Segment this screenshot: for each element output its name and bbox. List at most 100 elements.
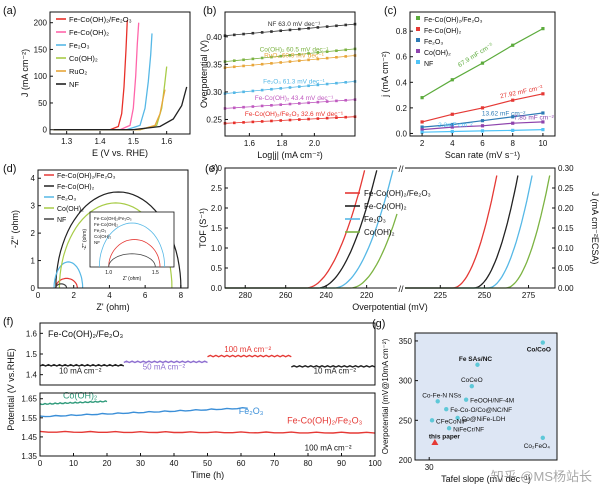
panel-b-ytick-label: 0.35 [206, 60, 222, 69]
data-point [288, 53, 292, 57]
panel-d: (d) 0 2 4 6 8 0 1 2 3 4 Z' (ohm) -Z'' (ohm) Fe-Co(OH)… [3, 163, 189, 312]
panel-g: (g) Co/CoO Fe SAs/NC CoCeO Co-Fe-N NSs FeOOH/… [372, 318, 558, 484]
inset-legend-entry: Co(OH)₂ [94, 234, 111, 239]
panel-label: (f) [3, 316, 13, 328]
nyquist-arc-NF [55, 283, 68, 288]
point-label: CFeCoNiP [436, 418, 467, 425]
panel-d-ytick-label: 0 [31, 284, 36, 293]
data-point [270, 62, 273, 65]
point-label: this paper [429, 434, 461, 441]
series-label: 13.62 mF cm⁻² [482, 111, 526, 118]
y-axis-label: Overpotential (mV@10mA cm⁻²) [381, 338, 390, 454]
legend-swatch [416, 16, 420, 20]
panel-f-top-ytick-label: 1.4 [26, 371, 38, 380]
series-label: Co(OH)₂ 60.5 mV dec⁻¹ [260, 46, 330, 53]
data-point [270, 55, 273, 59]
data-point [469, 383, 474, 389]
nyquist-arc-Fe-Co(OH)₂/Fe₂O₃ [55, 277, 78, 288]
data-point [251, 105, 255, 108]
data-point [242, 32, 245, 36]
data-point [335, 81, 338, 85]
y-axis-label: J (mA cm⁻²) [20, 49, 30, 97]
data-point [279, 54, 283, 58]
panel-b-xtick-label: 2.0 [309, 139, 321, 148]
inset-arc [108, 253, 156, 268]
data-point [307, 101, 310, 105]
panel-e-right-ytick-label: 0.00 [558, 284, 574, 293]
panel-d-xtick-label: 6 [143, 291, 148, 300]
subplot-title: Fe-Co(OH)₂/Fe₂O₃ [48, 329, 123, 339]
panel-c-xtick-label: 2 [420, 139, 425, 148]
point-label: Co-Fe-N NSs [422, 392, 462, 399]
stability-series-Fe-Co(OH)₂/Fe₂O₃ [39, 430, 376, 434]
legend-entry: Fe₂O₃ [69, 41, 90, 50]
panel-g-background [415, 333, 557, 460]
data-point [325, 25, 329, 28]
panel-g-frame [414, 332, 558, 461]
panel-d-ytick-label: 4 [31, 174, 36, 183]
series-label: 7.85 mF cm⁻² [514, 114, 555, 121]
stability-series-Co(OH)₂ [39, 400, 108, 406]
step-label: 10 mA cm⁻² [314, 367, 357, 376]
point-label: CoCeO [461, 377, 483, 384]
panel-label: (c) [384, 5, 397, 17]
legend-entry: Fe₂O₃ [424, 39, 443, 46]
data-point [279, 29, 283, 33]
panel-e-left-ytick-label: 3.0 [211, 164, 223, 173]
series-label: NF 63.0 mV dec⁻¹ [268, 21, 321, 28]
data-point [279, 87, 283, 90]
panel-f-xtick-label: 0 [38, 459, 43, 468]
series-label: 67.9 mF cm⁻² [457, 41, 495, 69]
panel-label: (g) [372, 318, 385, 330]
panel-c-ytick-label: 0.8 [396, 27, 408, 36]
data-point [420, 120, 424, 124]
data-point [420, 130, 424, 134]
panel-e-left-xtick-label: 240 [319, 291, 333, 300]
data-point [316, 57, 320, 61]
axis-break-bottom [397, 285, 405, 291]
panel-label: (b) [203, 5, 216, 17]
data-point [232, 91, 236, 94]
data-point [325, 82, 329, 86]
data-point [511, 121, 515, 125]
legend-entry: Fe-Co(OH)₂ [364, 202, 407, 211]
data-point [307, 58, 310, 62]
panel-a-ytick-label: 50 [38, 99, 47, 108]
series-line-NF [53, 86, 188, 131]
data-point [260, 31, 264, 34]
panel-b-frame [224, 11, 356, 137]
legend-entry: Fe-Co(OH)₂ [424, 28, 462, 35]
panel-f-xtick-label: 40 [170, 459, 179, 468]
panel-a-frame [49, 11, 191, 135]
point-label: Fe-Co-O/Co@NC/NF [450, 407, 512, 414]
panel-e-right-ytick-label: 0.25 [558, 184, 574, 193]
panel-d-xtick-label: 0 [36, 291, 41, 300]
data-point [316, 26, 320, 29]
panel-e-right-ytick-label: 0.10 [558, 244, 574, 253]
data-point [431, 439, 439, 446]
data-point [540, 340, 545, 345]
data-point [279, 119, 283, 122]
panel-e-right-xtick-label: 275 [522, 291, 536, 300]
data-point [288, 118, 292, 122]
panel-c-ytick-label: 0.0 [396, 129, 408, 138]
data-point [429, 418, 435, 423]
panel-f: (f) 10 mA cm⁻² 50 mA cm⁻² 100 mA cm⁻² 10 mA … [3, 316, 382, 480]
panel-e-right-ytick-label: 0.30 [558, 164, 574, 173]
axis-break-mark: // [398, 284, 404, 294]
data-point [251, 57, 255, 61]
data-point [480, 119, 485, 123]
x-axis-label: Log|j| (mA cm⁻²) [257, 150, 322, 160]
data-point [344, 55, 348, 58]
legend-entry: NF [57, 217, 66, 224]
data-point [288, 102, 292, 106]
data-point [260, 88, 264, 92]
legend-entry: NF [69, 80, 79, 89]
data-point [463, 397, 469, 402]
data-point [450, 112, 454, 116]
panel-f-top-ytick-label: 1.5 [26, 350, 38, 359]
series-label: Fe₂O₃ 61.3 mV dec⁻¹ [263, 79, 326, 86]
panel-e-left-xtick-label: 260 [279, 291, 293, 300]
panel-a-xtick-label: 1.5 [128, 137, 140, 146]
